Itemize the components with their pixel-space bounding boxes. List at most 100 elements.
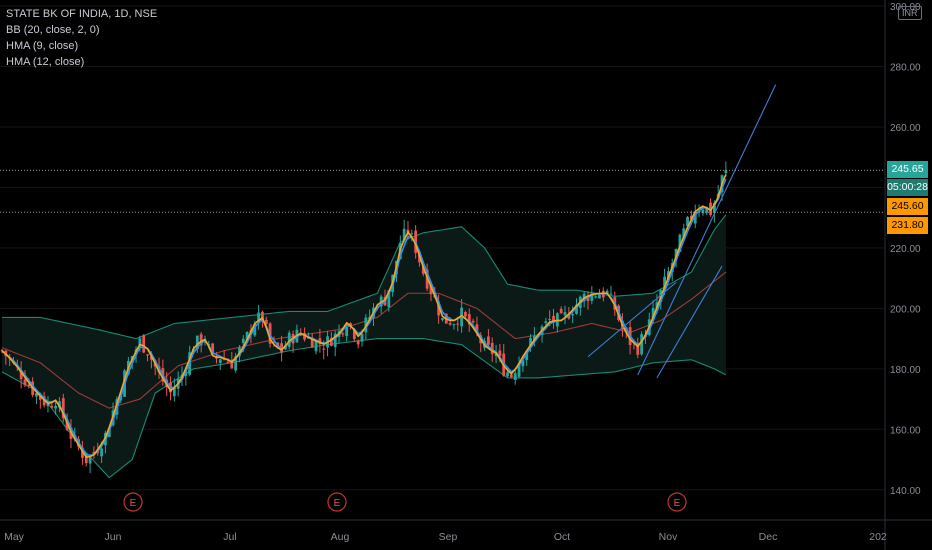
candle-body	[563, 312, 567, 316]
candle-body	[172, 387, 176, 397]
candle-body	[184, 371, 188, 377]
candle-body	[92, 451, 96, 455]
candle-body	[329, 338, 333, 346]
candle-body	[705, 206, 709, 213]
candle-body	[712, 202, 716, 214]
candle-body	[341, 333, 345, 335]
candle-body	[61, 398, 65, 419]
candle-body	[345, 327, 349, 337]
candle-body	[27, 384, 31, 386]
candle-body	[686, 216, 689, 227]
bollinger-upper	[2, 214, 727, 340]
x-tick-label: Jul	[223, 531, 236, 543]
candle-body	[310, 337, 314, 348]
bollinger-lower	[1, 338, 727, 479]
candle-body	[529, 337, 532, 347]
candle-body	[261, 311, 264, 321]
candle-body	[322, 348, 326, 350]
earnings-marker	[667, 492, 687, 512]
candle-body	[598, 294, 601, 299]
y-tick-label: 220.00	[890, 244, 921, 255]
earnings-marker	[123, 492, 143, 512]
candle-body	[575, 304, 578, 314]
candle-body	[402, 228, 406, 241]
legend-symbol[interactable]: STATE BK OF INDIA, 1D, NSE	[6, 8, 158, 20]
candle-body	[590, 293, 594, 301]
legend-hma9[interactable]: HMA (9, close)	[6, 40, 79, 52]
bar-countdown-tag: 05:00:28	[887, 179, 928, 196]
candle-body	[605, 290, 609, 294]
candle-body	[146, 354, 149, 356]
candle-body	[456, 323, 460, 325]
candle-body	[429, 284, 433, 295]
x-tick-label: Aug	[331, 531, 350, 543]
earnings-marker	[327, 492, 347, 512]
x-tick-label: Jun	[105, 531, 122, 543]
candle-body	[100, 448, 103, 457]
candle-body	[448, 322, 452, 325]
candle-body	[234, 356, 238, 371]
level-tag-2: 231.80	[887, 217, 928, 234]
candle-body	[272, 341, 276, 343]
candle-body	[218, 359, 222, 363]
candle-body	[651, 308, 655, 320]
candle-body	[410, 233, 414, 235]
candle-body	[253, 323, 257, 336]
candle-body	[195, 335, 199, 350]
candle-body	[552, 315, 555, 323]
bollinger-fill	[2, 214, 726, 478]
y-tick-label: 260.00	[890, 123, 921, 134]
candle-body	[230, 360, 234, 369]
y-tick-label: 300.00	[890, 2, 921, 13]
candle-body	[96, 451, 100, 454]
candle-body	[521, 360, 525, 367]
candle-body	[437, 301, 441, 316]
x-tick-label: 202	[869, 531, 887, 543]
candle-body	[241, 338, 245, 344]
candle-body	[50, 406, 54, 408]
earnings-marker-label: E	[130, 498, 137, 509]
legend-hma12[interactable]: HMA (12, close)	[6, 56, 85, 68]
y-tick-label: 160.00	[890, 425, 921, 436]
trendline	[656, 265, 723, 379]
candle-body	[149, 356, 153, 360]
candle-body	[498, 350, 502, 357]
candle-body	[284, 345, 287, 350]
currency-unit-badge[interactable]: INR	[898, 6, 922, 20]
candle-body	[674, 248, 678, 260]
candle-body	[421, 266, 425, 274]
candle-body	[475, 324, 479, 333]
candle-body	[724, 170, 728, 174]
x-tick-label: Sep	[439, 531, 458, 543]
candle-body	[84, 453, 88, 464]
earnings-marker-label: E	[334, 498, 341, 509]
bollinger-basis	[1, 271, 727, 409]
candle-body	[701, 209, 705, 214]
candle-body	[452, 324, 456, 326]
trendline	[587, 281, 677, 358]
candle-body	[571, 314, 575, 316]
candle-body	[487, 336, 490, 345]
candle-body	[23, 379, 27, 386]
candle-body	[678, 234, 682, 252]
y-tick-label: 180.00	[890, 365, 921, 376]
y-tick-label: 280.00	[890, 63, 921, 74]
candle-body	[65, 420, 69, 430]
earnings-marker-label: E	[674, 498, 681, 509]
candle-body	[349, 323, 352, 327]
hull-moving-averages	[1, 174, 727, 458]
candle-body	[81, 447, 84, 458]
trendlines	[587, 84, 777, 379]
candle-body	[46, 403, 50, 407]
candle-body	[517, 363, 521, 377]
y-tick-label: 140.00	[890, 486, 921, 497]
x-tick-label: Dec	[759, 531, 778, 543]
x-tick-label: Nov	[659, 531, 678, 543]
candle-body	[245, 332, 249, 340]
legend-bb[interactable]: BB (20, close, 2, 0)	[6, 24, 100, 36]
candle-body	[226, 361, 230, 363]
candle-body	[441, 318, 444, 320]
